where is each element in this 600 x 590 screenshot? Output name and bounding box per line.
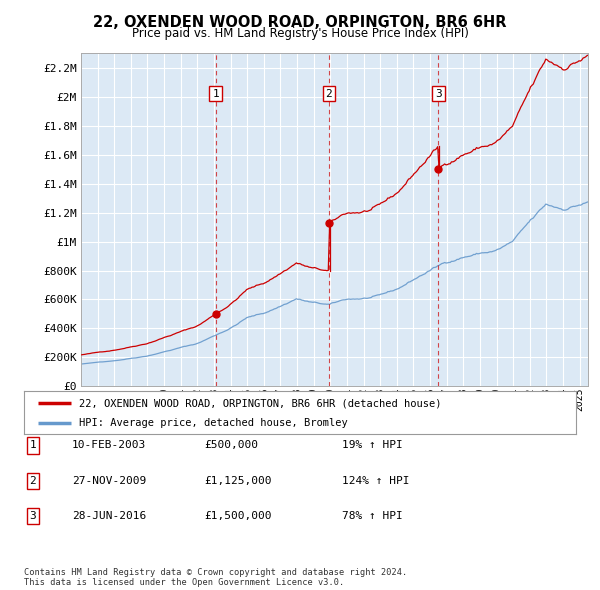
Text: 22, OXENDEN WOOD ROAD, ORPINGTON, BR6 6HR: 22, OXENDEN WOOD ROAD, ORPINGTON, BR6 6H… bbox=[93, 15, 507, 30]
Text: Contains HM Land Registry data © Crown copyright and database right 2024.
This d: Contains HM Land Registry data © Crown c… bbox=[24, 568, 407, 587]
Text: 3: 3 bbox=[435, 88, 442, 99]
Text: 124% ↑ HPI: 124% ↑ HPI bbox=[342, 476, 409, 486]
Text: 27-NOV-2009: 27-NOV-2009 bbox=[72, 476, 146, 486]
Text: 3: 3 bbox=[29, 512, 37, 521]
Text: 28-JUN-2016: 28-JUN-2016 bbox=[72, 512, 146, 521]
Text: HPI: Average price, detached house, Bromley: HPI: Average price, detached house, Brom… bbox=[79, 418, 348, 428]
Text: £500,000: £500,000 bbox=[204, 441, 258, 450]
Text: 1: 1 bbox=[212, 88, 219, 99]
Text: 2: 2 bbox=[29, 476, 37, 486]
Text: 1: 1 bbox=[29, 441, 37, 450]
Text: Price paid vs. HM Land Registry's House Price Index (HPI): Price paid vs. HM Land Registry's House … bbox=[131, 27, 469, 40]
Text: 10-FEB-2003: 10-FEB-2003 bbox=[72, 441, 146, 450]
Text: 78% ↑ HPI: 78% ↑ HPI bbox=[342, 512, 403, 521]
Text: £1,125,000: £1,125,000 bbox=[204, 476, 271, 486]
Text: £1,500,000: £1,500,000 bbox=[204, 512, 271, 521]
Text: 19% ↑ HPI: 19% ↑ HPI bbox=[342, 441, 403, 450]
Text: 2: 2 bbox=[325, 88, 332, 99]
Text: 22, OXENDEN WOOD ROAD, ORPINGTON, BR6 6HR (detached house): 22, OXENDEN WOOD ROAD, ORPINGTON, BR6 6H… bbox=[79, 398, 442, 408]
